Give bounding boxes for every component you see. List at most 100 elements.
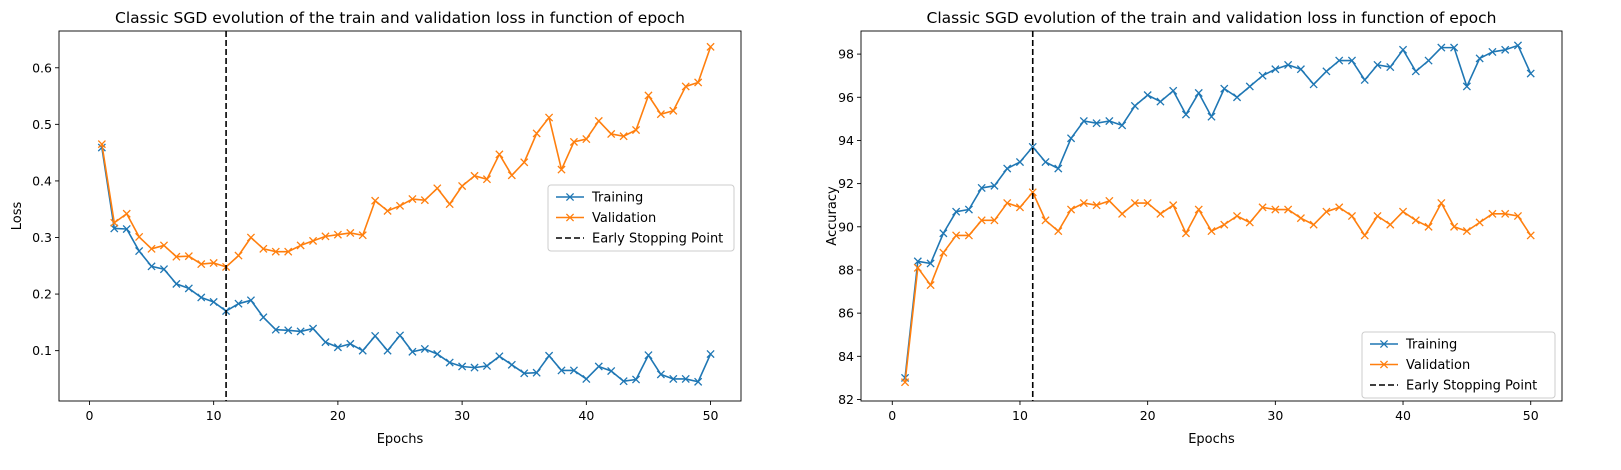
data-point <box>1513 41 1523 50</box>
data-point <box>110 218 119 227</box>
data-point <box>395 201 405 210</box>
data-point <box>1054 164 1063 173</box>
data-point <box>1462 82 1471 91</box>
data-point <box>520 158 529 167</box>
data-point <box>990 181 999 190</box>
data-point <box>482 361 492 370</box>
data-point <box>1450 43 1459 52</box>
data-point <box>1130 101 1139 110</box>
chart-title: Classic SGD evolution of the train and v… <box>115 9 685 27</box>
data-point <box>1322 207 1331 216</box>
data-point <box>1424 222 1433 231</box>
data-point <box>1271 205 1280 214</box>
data-point <box>1347 211 1357 221</box>
data-point <box>408 347 417 356</box>
x-tick-label: 40 <box>1395 408 1411 423</box>
data-point <box>656 110 665 119</box>
data-point <box>1398 45 1408 54</box>
legend-entry-early-stopping: Early Stopping Point <box>556 232 723 247</box>
data-point <box>939 229 948 238</box>
legend-box <box>547 184 735 252</box>
y-tick-label: 0.5 <box>32 117 52 132</box>
data-point <box>532 368 541 377</box>
data-point <box>1271 65 1280 74</box>
data-point <box>1335 56 1344 65</box>
data-point <box>1092 201 1101 210</box>
x-tick-label: 20 <box>330 408 346 423</box>
data-point <box>197 293 206 302</box>
data-point <box>1322 67 1331 76</box>
data-point <box>1143 91 1152 100</box>
data-point <box>1245 218 1254 227</box>
data-point <box>197 260 206 269</box>
y-tick-label: 90 <box>838 219 854 234</box>
data-point <box>159 241 169 250</box>
x-tick-label: 0 <box>888 408 896 423</box>
x-tick-label: 20 <box>1140 408 1156 423</box>
data-point <box>926 259 935 268</box>
data-point <box>557 366 566 375</box>
legend-entry-validation: Validation <box>1370 358 1470 373</box>
data-point <box>1156 209 1165 218</box>
y-tick-label: 88 <box>838 262 854 277</box>
data-point <box>1181 110 1191 119</box>
data-point <box>939 248 948 257</box>
data-point <box>1411 67 1420 76</box>
data-point <box>1220 220 1229 229</box>
data-point <box>913 263 922 272</box>
data-point <box>271 247 280 256</box>
chart-title: Classic SGD evolution of the train and v… <box>927 9 1497 27</box>
data-point <box>308 324 318 333</box>
y-tick-label: 0.4 <box>32 173 52 188</box>
data-point <box>371 331 380 340</box>
data-point <box>952 231 961 240</box>
y-tick-label: 0.2 <box>32 287 52 302</box>
data-point <box>507 360 516 369</box>
data-point <box>97 140 106 149</box>
series-validation <box>97 42 715 271</box>
data-point <box>1003 198 1012 208</box>
data-point <box>458 181 467 191</box>
data-point <box>582 134 591 144</box>
data-point <box>1207 112 1216 121</box>
data-point <box>1335 203 1344 212</box>
data-point <box>977 183 986 192</box>
data-point <box>172 279 181 288</box>
data-point <box>246 233 255 242</box>
data-point <box>1309 80 1318 89</box>
data-point <box>1398 207 1408 216</box>
legend-marker <box>1379 360 1389 369</box>
data-point <box>458 362 467 371</box>
data-point <box>371 196 380 205</box>
data-point <box>383 346 392 355</box>
data-point <box>271 325 280 334</box>
series-training <box>97 143 715 386</box>
data-point <box>308 236 318 245</box>
data-point <box>706 349 715 359</box>
data-point <box>1488 47 1497 56</box>
data-point <box>1258 71 1267 80</box>
axes-frame <box>58 30 742 402</box>
legend-marker <box>565 213 575 222</box>
data-point <box>681 374 690 383</box>
y-tick-label: 98 <box>838 47 854 62</box>
data-point <box>631 125 641 135</box>
data-point <box>147 262 156 271</box>
data-point <box>1194 205 1203 214</box>
data-point <box>321 232 330 241</box>
y-tick-label: 84 <box>838 349 854 364</box>
data-point <box>495 352 504 361</box>
data-point <box>1347 56 1357 65</box>
data-point <box>569 137 578 146</box>
data-point <box>1169 201 1178 210</box>
x-tick-label: 30 <box>454 408 470 423</box>
legend-entry-validation: Validation <box>556 211 656 226</box>
legend-entry-training: Training <box>1370 338 1457 353</box>
x-tick-label: 30 <box>1267 408 1283 423</box>
data-point <box>358 346 367 355</box>
data-point <box>1130 198 1139 208</box>
data-point <box>1501 45 1510 54</box>
data-point <box>159 265 169 274</box>
data-point <box>172 252 181 261</box>
data-point <box>1041 157 1050 167</box>
